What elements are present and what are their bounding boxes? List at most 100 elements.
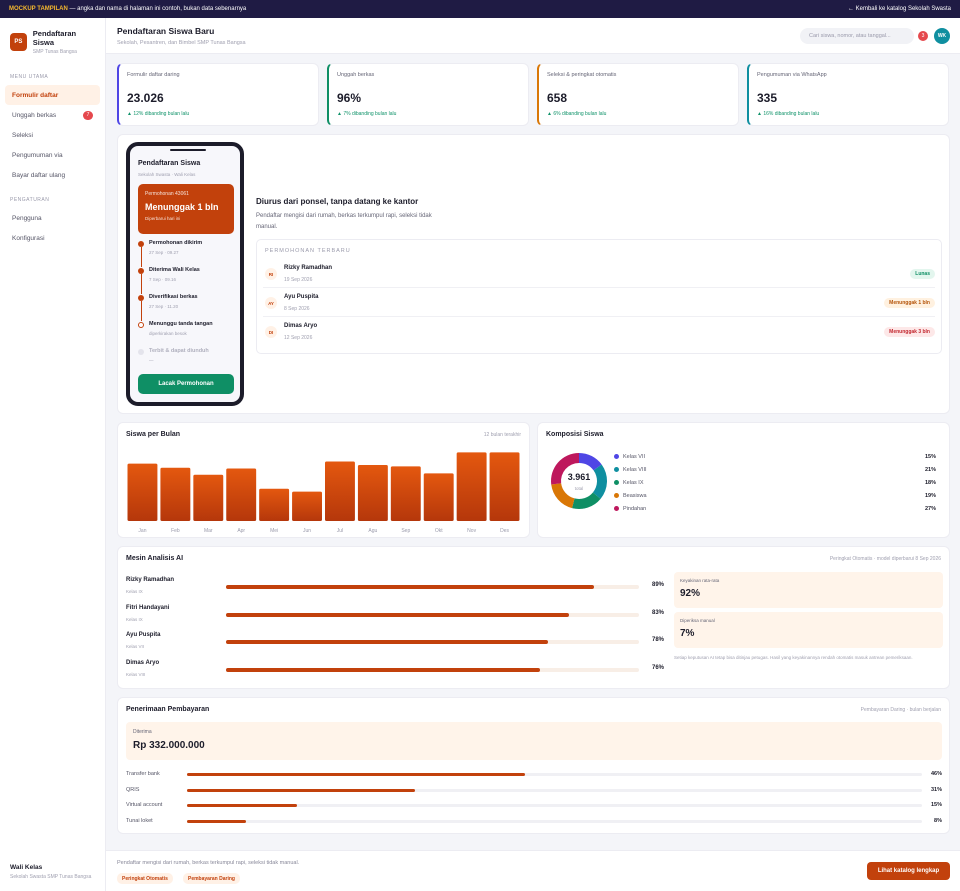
stat-card-seleksi: Seleksi & peringkat otomatis 658 ▲ 6% di… xyxy=(537,63,739,126)
bar xyxy=(489,452,520,521)
feature-chip[interactable]: Pembayaran Daring xyxy=(183,873,240,884)
status-badge: Menunggak 3 bln xyxy=(884,327,935,337)
manual-review-box: Diperiksa manual 7% xyxy=(674,612,943,648)
student-name: Fitri Handayani xyxy=(126,605,170,611)
row-name: Ayu Puspita xyxy=(284,294,319,300)
sidebar-item-bayar[interactable]: Bayar daftar ulang xyxy=(5,165,100,185)
step-pending-icon xyxy=(138,349,144,355)
table-row[interactable]: DI Dimas Aryo 12 Sep 2026 Menunggak 3 bl… xyxy=(263,318,935,346)
sidebar-item-label: Konfigurasi xyxy=(12,234,45,242)
student-class: Kelas IX xyxy=(126,589,143,594)
hero-description: Pendaftar mengisi dari rumah, berkas ter… xyxy=(256,213,432,230)
back-to-catalog-link[interactable]: ← Kembali ke katalog Sekolah Swasta xyxy=(847,6,951,12)
phone-notch xyxy=(170,149,206,151)
donut-slice xyxy=(592,464,607,499)
timeline-connector xyxy=(140,301,142,321)
status-timeline: Permohonan dikirim 27 Sep · 09.27 Diterim… xyxy=(138,240,234,375)
row-date: 12 Sep 2026 xyxy=(284,335,313,341)
feature-chip[interactable]: Peringkat Otomatis xyxy=(117,873,173,884)
stat-delta: ▲ 12% dibanding bulan lalu xyxy=(127,111,190,117)
donut-total-label: total xyxy=(574,486,584,491)
method-track xyxy=(187,789,922,792)
x-tick-label: Agu xyxy=(368,528,377,534)
bar xyxy=(456,452,487,521)
sidebar-item-unggah[interactable]: Unggah berkas 7 xyxy=(5,105,100,125)
ai-analysis-card: Mesin Analisis AI Peringkat Otomatis · m… xyxy=(117,546,950,689)
brand: PS Pendaftaran Siswa SMP Tunas Bangsa xyxy=(0,18,105,66)
confidence-label: Keyakinan rata-rata xyxy=(680,578,720,583)
sidebar-item-pengguna[interactable]: Pengguna xyxy=(5,208,100,228)
main-content: Pendaftaran Siswa Baru Sekolah, Pesantre… xyxy=(106,18,960,891)
x-tick-label: Jun xyxy=(303,528,311,534)
status-badge: Menunggak 1 bln xyxy=(884,298,935,308)
x-tick-label: Jan xyxy=(138,528,146,534)
user-role: Wali Kelas xyxy=(10,864,43,871)
sidebar-item-pengumuman[interactable]: Pengumuman via xyxy=(5,145,100,165)
view-catalog-button[interactable]: Lihat katalog lengkap xyxy=(867,862,950,880)
timeline-step: Permohonan dikirim 27 Sep · 09.27 xyxy=(138,240,234,267)
method-name: Transfer bank xyxy=(126,771,160,777)
x-tick-label: Apr xyxy=(237,528,245,534)
student-name: Rizky Ramadhan xyxy=(126,577,175,583)
application-number: Permohonan 43061 xyxy=(145,191,189,197)
timeline-step: Menunggu tanda tangan diperkirakan besok xyxy=(138,321,234,348)
table-row[interactable]: AY Ayu Puspita 8 Sep 2026 Menunggak 1 bl… xyxy=(263,289,935,317)
x-tick-label: Mar xyxy=(204,528,213,534)
payment-total-box: Diterima Rp 332.000.000 xyxy=(126,722,942,760)
stat-card-formulir: Formulir daftar daring 23.026 ▲ 12% diba… xyxy=(117,63,319,126)
phone-mockup: Pendaftaran Siswa Sekolah Swasta · Wali … xyxy=(126,142,244,406)
timeline-connector xyxy=(140,274,142,294)
page-footer: Pendaftar mengisi dari rumah, berkas ter… xyxy=(106,850,960,891)
bar xyxy=(357,465,388,521)
donut-slice xyxy=(579,453,602,471)
payment-method-row: Transfer bank 46% xyxy=(126,768,942,782)
application-status: Menunggak 1 bln xyxy=(145,202,219,212)
legend-swatch xyxy=(614,454,619,459)
row-avatar: AY xyxy=(265,297,277,309)
avatar[interactable]: WK xyxy=(934,28,950,44)
track-application-button[interactable]: Lacak Permohonan xyxy=(138,374,234,394)
sidebar-item-formulir[interactable]: Formulir daftar xyxy=(5,85,100,105)
method-fill xyxy=(187,820,246,823)
sidebar-item-seleksi[interactable]: Seleksi xyxy=(5,125,100,145)
search-input[interactable]: Cari siswa, nomor, atau tanggal... xyxy=(800,28,914,44)
legend-label: Beasiswa xyxy=(623,492,647,499)
legend-label: Kelas VIII xyxy=(623,466,647,473)
row-date: 19 Sep 2026 xyxy=(284,277,313,283)
application-status-card: Permohonan 43061 Menunggak 1 bln Diperba… xyxy=(138,184,234,234)
step-title: Menunggu tanda tangan xyxy=(149,321,213,327)
method-name: Virtual account xyxy=(126,802,163,808)
score-fill xyxy=(226,668,540,672)
row-date: 8 Sep 2026 xyxy=(284,306,310,312)
monthly-chart-card: Siswa per Bulan 12 bulan terakhir Jan Feb… xyxy=(117,422,530,538)
footer-text: Pendaftar mengisi dari rumah, berkas ter… xyxy=(117,860,300,866)
composition-card: Komposisi Siswa 3.961 total Kelas VII 15%… xyxy=(537,422,950,538)
student-class: Kelas IX xyxy=(126,617,143,622)
x-tick-label: Mei xyxy=(270,528,278,534)
table-row[interactable]: RI Rizky Ramadhan 19 Sep 2026 Lunas xyxy=(263,260,935,288)
sidebar-item-konfigurasi[interactable]: Konfigurasi xyxy=(5,228,100,248)
timeline-step: Diverifikasi berkas 27 Sep · 11.20 xyxy=(138,294,234,321)
ai-score-row: Rizky Ramadhan Kelas IX 89% xyxy=(126,576,664,598)
donut-total: 3.961 xyxy=(567,472,591,482)
hero-section: Pendaftaran Siswa Sekolah Swasta · Wali … xyxy=(117,134,950,414)
bar xyxy=(226,468,257,521)
sidebar-item-label: Formulir daftar xyxy=(12,91,59,99)
manual-review-value: 7% xyxy=(680,628,695,639)
phone-title: Pendaftaran Siswa xyxy=(138,160,201,167)
score-track xyxy=(226,640,639,644)
hero-title: Diurus dari ponsel, tanpa datang ke kant… xyxy=(256,197,419,206)
user-school: Sekolah Swasta SMP Tunas Bangsa xyxy=(10,874,92,880)
row-avatar: RI xyxy=(265,268,277,280)
legend-item: Kelas IX 18% xyxy=(614,476,936,489)
mockup-note: — angka dan nama di halaman ini contoh, … xyxy=(69,6,247,12)
stat-delta: ▲ 6% dibanding bulan lalu xyxy=(547,111,607,117)
chart-title: Siswa per Bulan xyxy=(126,431,181,438)
method-track xyxy=(187,773,922,776)
donut-chart xyxy=(551,453,607,509)
step-done-icon xyxy=(138,241,144,247)
bar xyxy=(292,491,322,521)
payment-meta: Pembayaran Daring · bulan berjalan xyxy=(860,707,941,713)
notification-badge[interactable]: 3 xyxy=(918,31,928,41)
score-track xyxy=(226,668,639,672)
